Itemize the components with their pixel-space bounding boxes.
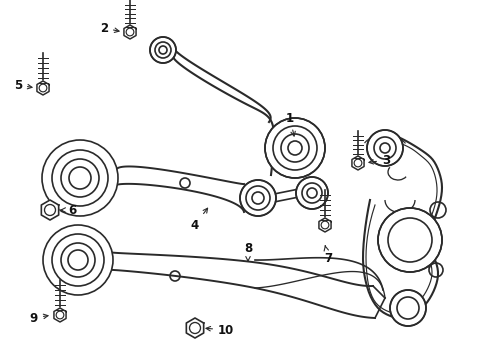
- Polygon shape: [124, 25, 136, 39]
- Circle shape: [367, 130, 403, 166]
- Text: 2: 2: [100, 22, 119, 35]
- Text: 5: 5: [14, 78, 32, 91]
- Circle shape: [43, 225, 113, 295]
- Text: 3: 3: [369, 153, 390, 166]
- Text: 8: 8: [244, 242, 252, 261]
- Polygon shape: [41, 200, 59, 220]
- Text: 4: 4: [191, 208, 208, 231]
- Circle shape: [265, 118, 325, 178]
- Text: 7: 7: [324, 246, 332, 265]
- Polygon shape: [319, 218, 331, 232]
- Text: 1: 1: [286, 112, 295, 136]
- Text: 6: 6: [61, 203, 76, 216]
- Circle shape: [296, 177, 328, 209]
- Polygon shape: [54, 308, 66, 322]
- Circle shape: [240, 180, 276, 216]
- Circle shape: [378, 208, 442, 272]
- Circle shape: [150, 37, 176, 63]
- Circle shape: [390, 290, 426, 326]
- Circle shape: [42, 140, 118, 216]
- Polygon shape: [186, 318, 204, 338]
- Polygon shape: [352, 156, 364, 170]
- Text: 9: 9: [30, 311, 48, 324]
- Polygon shape: [37, 81, 49, 95]
- Text: 10: 10: [206, 324, 234, 337]
